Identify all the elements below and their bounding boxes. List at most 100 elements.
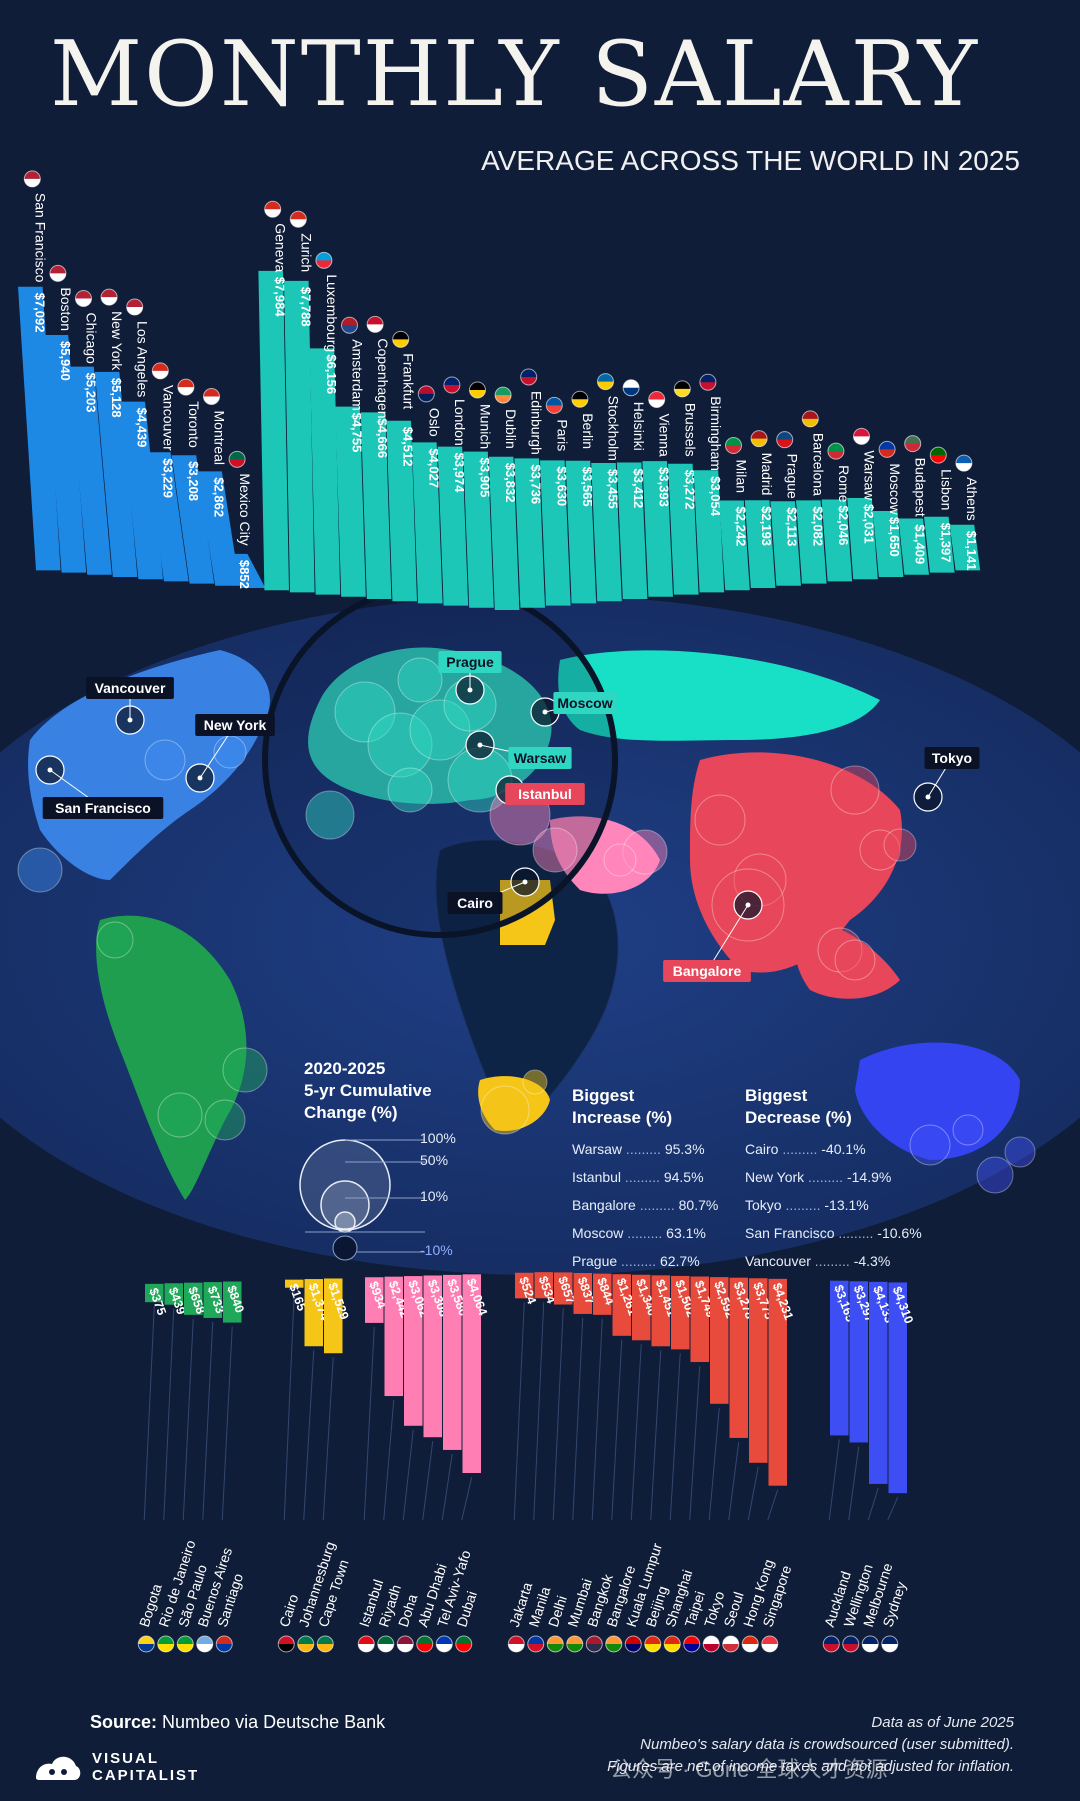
frankfurt-flag-icon (392, 330, 410, 348)
biggest-decrease-panel: Biggest Decrease (%) Cairo ......... -40… (745, 1085, 922, 1275)
bar-london (437, 446, 469, 606)
bar-label-copenhagen: Copenhagen (375, 338, 391, 418)
map-bubble (367, 712, 433, 778)
wellington-flag-icon (842, 1635, 860, 1653)
shanghai-flag-icon (663, 1635, 681, 1653)
callout-label-istanbul: Istanbul (518, 786, 572, 802)
map-bubble (305, 790, 355, 840)
bar-tokyo (710, 1277, 729, 1404)
bar-value-boston: $5,940 (58, 341, 73, 381)
middle-east-shape (550, 816, 660, 894)
map-bubble (144, 739, 186, 781)
map-bubble (480, 1085, 530, 1135)
decrease-city: San Francisco (745, 1225, 835, 1241)
oslo-flag-icon (417, 385, 435, 403)
bar-value-new-york: $5,128 (109, 378, 124, 418)
decrease-city: Tokyo (745, 1197, 782, 1213)
bar-warsaw (847, 497, 878, 580)
bar-value-edinburgh: $3,736 (529, 464, 544, 504)
milan-flag-icon (725, 437, 742, 455)
bar-value-rome: $2,046 (836, 506, 851, 546)
callout-label-prague: Prague (446, 654, 494, 670)
bar-label-prague: Prague (785, 454, 801, 499)
bar-value-los-angeles: $4,439 (135, 408, 150, 448)
bar-value-barcelona: $2,082 (810, 506, 825, 546)
johannesburg-flag-icon (297, 1635, 315, 1653)
top-bar-group: $7,092 San Francisco $5,940 Boston $5,203 Chi… (18, 170, 981, 610)
bar-label-zurich: Zurich (298, 233, 314, 272)
bangkok-flag-icon (585, 1635, 603, 1653)
bar-cape-town (324, 1278, 343, 1354)
brand-line1: VISUAL (92, 1750, 160, 1767)
legend-title-line2: 5-yr Cumulative (304, 1081, 432, 1100)
callout-box-prague (438, 651, 502, 673)
callout-box-san-francisco (42, 797, 164, 819)
sydney-flag-icon (881, 1635, 899, 1653)
decrease-city: Vancouver (745, 1253, 811, 1269)
footer-note-date: Data as of June 2025 (871, 1714, 1014, 1731)
santiago-flag-icon (215, 1635, 233, 1653)
bar-label-milan: Milan (734, 460, 750, 493)
source-line: Source: Numbeo via Deutsche Bank (90, 1712, 385, 1733)
callout-label-new-york: New York (204, 717, 267, 733)
callout-box-istanbul (505, 783, 585, 805)
bar-label-paris: Paris (554, 419, 570, 451)
bar-label-lisbon: Lisbon (938, 469, 954, 510)
bar-luxembourg (309, 348, 341, 595)
bar-stockholm (591, 463, 622, 602)
bangalore-flag-icon (605, 1635, 623, 1653)
decrease-value: -4.3% (853, 1253, 891, 1269)
decrease-title-line1: Biggest (745, 1086, 808, 1105)
warsaw-flag-icon (853, 427, 870, 445)
delhi-flag-icon (546, 1635, 564, 1653)
south-america-shape (96, 915, 247, 1200)
biggest-increase-panel: Biggest Increase (%) Warsaw ......... 95… (572, 1085, 718, 1275)
bar-value-geneva: $7,984 (273, 277, 288, 318)
s-o-paulo-flag-icon (176, 1635, 194, 1653)
callout-box-warsaw (508, 747, 572, 769)
bar-label-vancouver: Vancouver (160, 385, 176, 451)
bar-munich (463, 451, 494, 608)
decrease-value: -14.9% (846, 1169, 892, 1185)
bar-label-budapest: Budapest (913, 458, 929, 517)
montreal-flag-icon (203, 388, 220, 406)
bar-label-berlin: Berlin (580, 413, 596, 449)
increase-value: 94.5% (663, 1169, 704, 1185)
munich-flag-icon (469, 381, 486, 399)
brand-name: VISUAL CAPITALIST (92, 1750, 199, 1784)
map-bubble (976, 1156, 1014, 1194)
increase-row-istanbul: Istanbul ......... 94.5% (572, 1169, 704, 1185)
legend-title-line1: 2020-2025 (304, 1059, 386, 1078)
bar-label-boston: Boston (58, 287, 74, 331)
watermark: 公众号 · Gone 全球人才资源 (610, 1757, 888, 1782)
decrease-row-cairo: Cairo ......... -40.1% (745, 1141, 866, 1157)
callout-label-san-francisco: San Francisco (55, 800, 151, 816)
legend-title-line3: Change (%) (304, 1103, 398, 1122)
buenos-aires-flag-icon (196, 1635, 214, 1653)
bar-brussels (668, 463, 699, 595)
bar-dubai (462, 1274, 481, 1474)
bar-label-birmingham: Birmingham (708, 396, 724, 471)
bar-geneva (258, 270, 289, 591)
birmingham-flag-icon (699, 373, 717, 391)
callout-box-new-york (195, 714, 275, 736)
bar-taipei (690, 1276, 709, 1363)
bar-abu-dhabi (423, 1275, 442, 1438)
bar-label-dublin: Dublin (503, 409, 519, 449)
bar-bangalore (612, 1274, 631, 1336)
cape-town-flag-icon (316, 1635, 334, 1653)
bar-san-francisco (18, 286, 61, 571)
auckland-flag-icon (822, 1635, 840, 1653)
increase-value: 63.1% (666, 1225, 706, 1241)
map-bubble (532, 827, 578, 873)
amsterdam-flag-icon (341, 316, 358, 334)
bar-value-chicago: $5,203 (84, 373, 99, 413)
bar-value-madrid: $2,193 (759, 506, 774, 546)
bar-lisbon (924, 516, 955, 573)
increase-row-moscow: Moscow ......... 63.1% (572, 1225, 706, 1241)
budapest-flag-icon (904, 435, 922, 453)
singapore-flag-icon (761, 1635, 779, 1653)
north-america-shape (28, 650, 270, 880)
footer-note-crowdsourced: Numbeo's salary data is crowdsourced (us… (640, 1736, 1014, 1753)
